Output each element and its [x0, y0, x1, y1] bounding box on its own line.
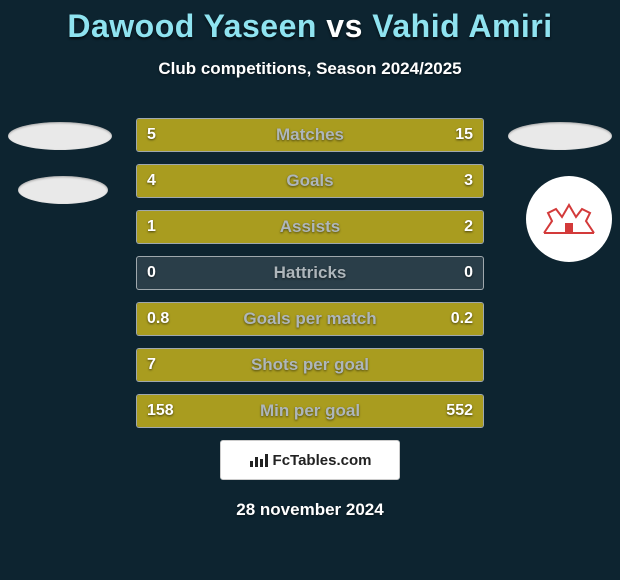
- stat-row: 43Goals: [136, 164, 484, 198]
- stat-value-right: 0.2: [441, 303, 483, 335]
- brand-chart-icon: [249, 452, 269, 468]
- stat-value-right: 552: [436, 395, 483, 427]
- bar-fill-left: [137, 349, 483, 381]
- player1-name: Dawood Yaseen: [67, 8, 317, 44]
- brand-text: FcTables.com: [273, 452, 372, 469]
- stat-value-left: 158: [137, 395, 184, 427]
- page-title: Dawood Yaseen vs Vahid Amiri: [0, 0, 620, 45]
- stat-row: 0 0Hattricks: [136, 256, 484, 290]
- date-text: 28 november 2024: [0, 500, 620, 520]
- subtitle: Club competitions, Season 2024/2025: [0, 59, 620, 79]
- stat-value-right: 0: [454, 257, 483, 289]
- stat-value-right: [463, 349, 483, 381]
- player2-badge-placeholder: [508, 122, 612, 150]
- bar-fill-right: [251, 211, 483, 243]
- stat-row: 12Assists: [136, 210, 484, 244]
- stat-value-right: 2: [454, 211, 483, 243]
- player2-name: Vahid Amiri: [372, 8, 552, 44]
- player2-club-badge: [526, 176, 612, 262]
- brand-box: FcTables.com: [220, 440, 400, 480]
- stat-value-left: 0.8: [137, 303, 179, 335]
- stat-value-left: 0: [137, 257, 166, 289]
- stat-row: 515Matches: [136, 118, 484, 152]
- player1-badge-placeholder: [8, 122, 112, 150]
- stat-row: 0.80.2Goals per match: [136, 302, 484, 336]
- vs-text: vs: [326, 8, 363, 44]
- stat-value-right: 3: [454, 165, 483, 197]
- bar-fill-left: [137, 165, 334, 197]
- stat-label: Hattricks: [137, 257, 483, 289]
- stat-row: 158552Min per goal: [136, 394, 484, 428]
- stats-bars: 515Matches43Goals12Assists00Hattricks0.8…: [136, 118, 484, 440]
- stat-value-right: 15: [445, 119, 483, 151]
- stat-value-left: 4: [137, 165, 166, 197]
- stat-row: 7Shots per goal: [136, 348, 484, 382]
- club-crest-icon: [538, 199, 600, 239]
- stat-value-left: 7: [137, 349, 166, 381]
- bar-fill-right: [224, 119, 484, 151]
- player1-club-placeholder: [18, 176, 108, 204]
- stat-value-left: 1: [137, 211, 166, 243]
- stat-value-left: 5: [137, 119, 166, 151]
